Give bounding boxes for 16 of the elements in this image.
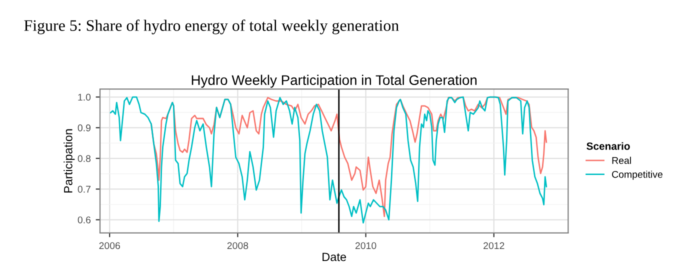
y-tick-label: 0.9 — [78, 124, 91, 132]
caption: Figure 5: Share of hydro energy of total weekly generation — [24, 20, 399, 34]
legend-label: Competitive — [612, 170, 662, 180]
y-tick-label: 1.0 — [78, 94, 91, 101]
legend-label: Real — [612, 156, 631, 164]
y-tick-label: 0.6 — [78, 216, 91, 224]
x-tick-label: 2008 — [227, 242, 248, 250]
x-axis-title: Date — [322, 252, 346, 262]
x-tick-label: 2006 — [99, 242, 120, 250]
legend-title: Scenario — [586, 142, 630, 150]
y-tick-label: 0.8 — [78, 155, 91, 162]
x-tick-label: 2012 — [484, 242, 504, 250]
y-axis-title: Participation — [64, 129, 75, 193]
x-tick-label: 2010 — [355, 242, 376, 250]
chart-title: Hydro Weekly Participation in Total Generation — [192, 74, 477, 88]
y-tick-label: 0.7 — [78, 186, 90, 193]
